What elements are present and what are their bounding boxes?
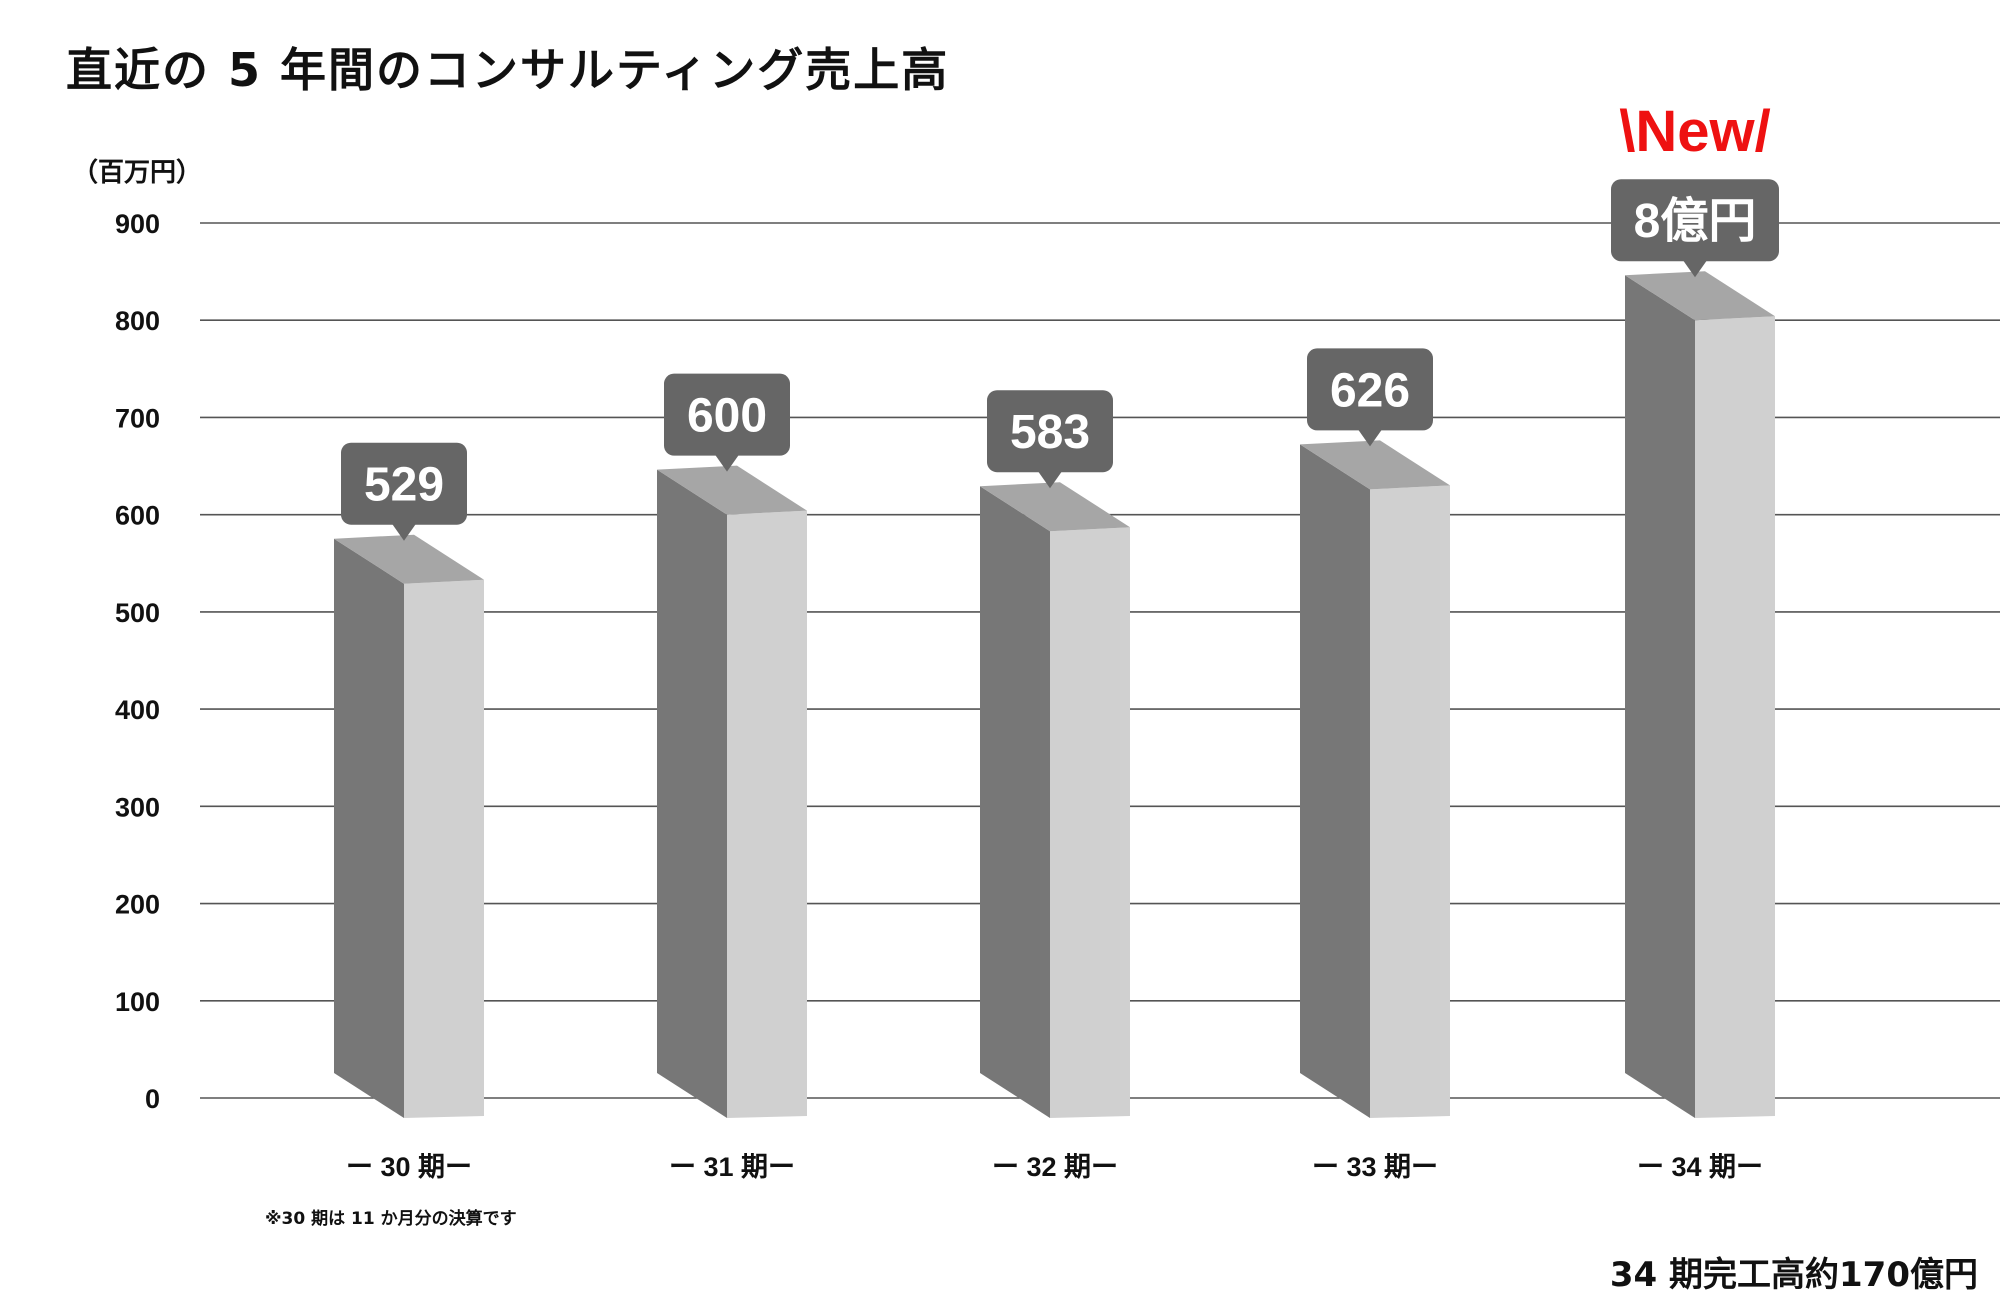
callout-pointer [715,454,739,472]
bar-side-face [657,469,727,1119]
bar: 529 [334,442,484,1118]
data-label-callout: 626 [1307,348,1433,447]
y-axis-unit-label: （百万円） [72,158,203,188]
bar-front-face [727,510,807,1119]
data-label-callout: 583 [987,390,1113,489]
data-label: 600 [687,390,767,443]
new-badge: \New/ [1619,99,1771,164]
callout-pointer [1683,260,1707,278]
summary-note: 34 期完工高約170億円 [1609,1255,1978,1295]
bar-top-face [1625,271,1775,321]
data-label: 583 [1010,406,1090,459]
category-labels: ー 30 期ー ー 31 期ー ー 32 期ー ー 33 期ー ー 34 期ー [346,1152,1763,1182]
bar: 8億円 [1611,179,1779,1118]
y-tick-label: 700 [115,403,160,433]
y-tick-label: 900 [115,209,160,239]
y-tick-label: 800 [115,306,160,336]
data-label: 529 [364,459,444,512]
callout-box [664,373,790,456]
data-label: 8億円 [1634,195,1757,248]
y-tick-label: 500 [115,598,160,628]
category-label: ー 34 期ー [1637,1152,1763,1182]
callout-pointer [1038,471,1062,489]
y-tick-label: 600 [115,501,160,531]
y-tick-label: 200 [115,890,160,920]
bar-top-face [980,482,1130,532]
footnote: ※30 期は 11 か月分の決算です [265,1209,517,1229]
bar-side-face [334,538,404,1118]
data-label-callout: 8億円 [1611,179,1779,278]
y-tick-label: 0 [145,1084,160,1114]
bar: 600 [657,373,807,1119]
callout-box [987,390,1113,473]
callout-box [1307,348,1433,431]
bar-front-face [1695,316,1775,1118]
callout-pointer [392,523,416,541]
category-label: ー 32 期ー [992,1152,1118,1182]
bar-top-face [657,465,807,515]
bar-top-face [334,534,484,584]
category-label: ー 30 期ー [346,1152,472,1182]
callout-box [341,442,467,525]
y-tick-label: 300 [115,792,160,822]
y-axis-ticks: 0 100 200 300 400 500 600 700 800 900 [115,209,160,1114]
bar-front-face [1370,485,1450,1118]
callout-box [1611,179,1779,262]
bar-top-face [1300,440,1450,490]
chart-title: 直近の 5 年間のコンサルティング売上高 [66,43,950,97]
bar-side-face [1300,444,1370,1118]
data-label: 626 [1330,364,1410,417]
y-tick-label: 100 [115,987,160,1017]
bar-front-face [1050,527,1130,1118]
bar: 583 [980,390,1130,1118]
callout-pointer [1358,429,1382,447]
y-tick-label: 400 [115,695,160,725]
bar-front-face [404,579,484,1118]
bar-side-face [1625,275,1695,1118]
bar: 626 [1300,348,1450,1118]
data-label-callout: 529 [341,442,467,541]
data-label-callout: 600 [664,373,790,472]
bar-side-face [980,486,1050,1118]
category-label: ー 33 期ー [1312,1152,1438,1182]
category-label: ー 31 期ー [669,1152,795,1182]
bars: 529 600 583 626 8億円 [334,179,1779,1119]
